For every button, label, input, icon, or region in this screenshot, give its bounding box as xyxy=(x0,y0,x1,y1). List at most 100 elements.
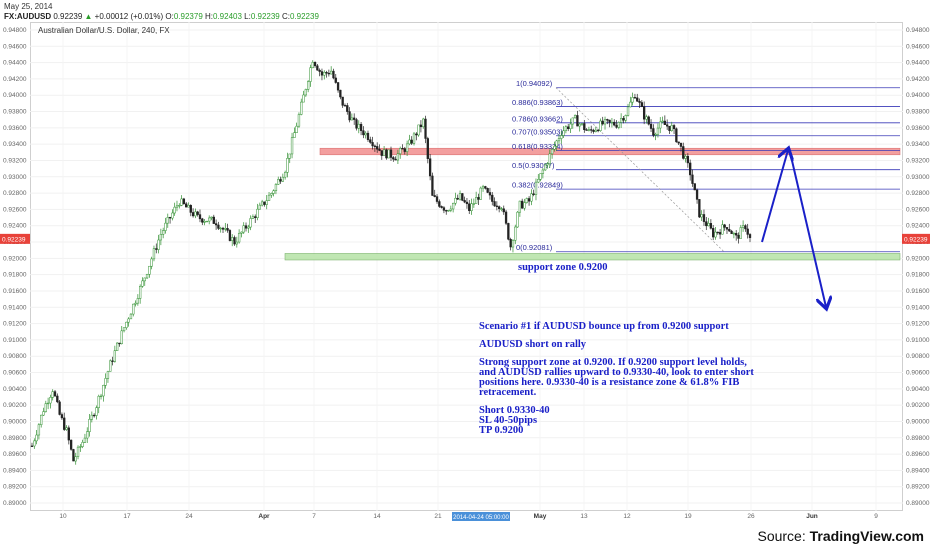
close-value: 0.92239 xyxy=(289,12,319,21)
price-tick-right: 0.92400 xyxy=(906,223,930,230)
candle-body xyxy=(279,179,282,182)
projection-up-arrow xyxy=(761,150,788,243)
candle-body xyxy=(539,173,542,180)
up-arrow-icon: ▲ xyxy=(84,12,93,21)
candle-body xyxy=(601,120,604,125)
candle-body xyxy=(247,226,250,229)
chart-plot-area[interactable] xyxy=(30,22,903,511)
price-tick-left: 0.94800 xyxy=(3,27,27,34)
candle-body xyxy=(629,101,632,108)
candle-body xyxy=(486,188,489,193)
fib-level-label: 0.5(0.93087) xyxy=(512,161,555,170)
candle-body xyxy=(336,82,340,91)
candle-body xyxy=(474,197,478,204)
candle-body xyxy=(309,67,312,82)
candle-body xyxy=(42,411,45,416)
candle-body xyxy=(60,414,64,419)
chart-date: May 25, 2014 xyxy=(4,2,53,11)
candle-body xyxy=(449,208,452,211)
candle-body xyxy=(686,155,690,164)
candle-body xyxy=(553,145,556,150)
candle-body xyxy=(226,228,229,231)
candle-body xyxy=(175,205,179,208)
candle-body xyxy=(139,286,142,299)
candle-body xyxy=(320,71,324,76)
candle-body xyxy=(58,401,61,415)
symbol-name[interactable]: FX:AUDUSD xyxy=(4,12,52,21)
candle-body xyxy=(389,149,393,158)
candle-body xyxy=(426,138,429,159)
projection-down-arrow xyxy=(789,151,826,307)
candle-body xyxy=(576,115,579,127)
candle-body xyxy=(445,210,448,212)
candle-body xyxy=(636,97,639,102)
candle-body xyxy=(311,61,314,69)
candle-body xyxy=(185,203,188,208)
candle-body xyxy=(187,205,190,208)
candle-body xyxy=(440,206,443,208)
x-tick-label: 21 xyxy=(434,513,442,520)
candle-body xyxy=(507,223,510,240)
candle-body xyxy=(712,228,715,238)
candle-body xyxy=(656,127,660,135)
candle-body xyxy=(590,129,593,131)
low-label: L: xyxy=(244,12,251,21)
candle-body xyxy=(435,196,439,202)
candle-body xyxy=(258,204,261,210)
candle-body xyxy=(491,194,494,202)
candle-body xyxy=(428,158,432,177)
candle-body xyxy=(633,97,637,99)
price-tick-left: 0.92400 xyxy=(3,223,27,230)
price-tick-right: 0.90000 xyxy=(906,418,930,425)
price-tick-right: 0.91000 xyxy=(906,337,930,344)
candle-body xyxy=(102,385,105,397)
candle-body xyxy=(237,233,241,243)
candle-body xyxy=(260,201,264,206)
candle-body xyxy=(141,280,144,287)
candle-body xyxy=(346,105,349,112)
candle-body xyxy=(350,117,354,121)
close-label: C: xyxy=(281,12,290,21)
candle-body xyxy=(569,123,572,130)
candle-body xyxy=(217,224,220,229)
candle-body xyxy=(254,216,257,218)
candle-body xyxy=(698,199,701,218)
last-price: 0.92239 xyxy=(53,12,83,21)
candle-body xyxy=(90,414,93,420)
candle-body xyxy=(737,234,740,239)
price-tick-right: 0.92600 xyxy=(906,206,930,213)
candle-body xyxy=(532,193,535,195)
candle-body xyxy=(270,193,273,196)
candle-body xyxy=(477,197,480,200)
candle-body xyxy=(182,198,186,204)
candle-body xyxy=(677,141,680,144)
price-tick-right: 0.94000 xyxy=(906,92,930,99)
candle-body xyxy=(714,231,717,238)
candle-body xyxy=(447,210,450,212)
price-tick-left: 0.89200 xyxy=(3,484,27,491)
candle-body xyxy=(502,208,505,213)
x-cursor-label: 2014-04-24 05:00:00 xyxy=(453,515,509,521)
candle-body xyxy=(463,200,466,203)
x-tick-label: 26 xyxy=(747,513,755,520)
candle-body xyxy=(219,227,222,230)
candle-body xyxy=(371,142,374,147)
candle-body xyxy=(56,395,59,403)
candle-body xyxy=(63,417,66,430)
candle-body xyxy=(689,162,692,176)
candle-body xyxy=(295,125,298,133)
candle-body xyxy=(516,211,519,228)
candle-body xyxy=(178,205,181,207)
candle-body xyxy=(313,61,317,67)
candle-body xyxy=(617,122,620,128)
candle-body xyxy=(35,434,38,442)
symbol-header: FX:AUDUSD 0.92239 ▲ +0.00012 (+0.01%) O:… xyxy=(4,12,319,21)
candle-body xyxy=(40,414,43,425)
candle-body xyxy=(198,214,202,220)
candle-body xyxy=(343,105,347,107)
candle-body xyxy=(527,198,531,202)
candle-body xyxy=(256,208,259,218)
candle-body xyxy=(173,206,176,214)
candle-body xyxy=(599,120,602,132)
